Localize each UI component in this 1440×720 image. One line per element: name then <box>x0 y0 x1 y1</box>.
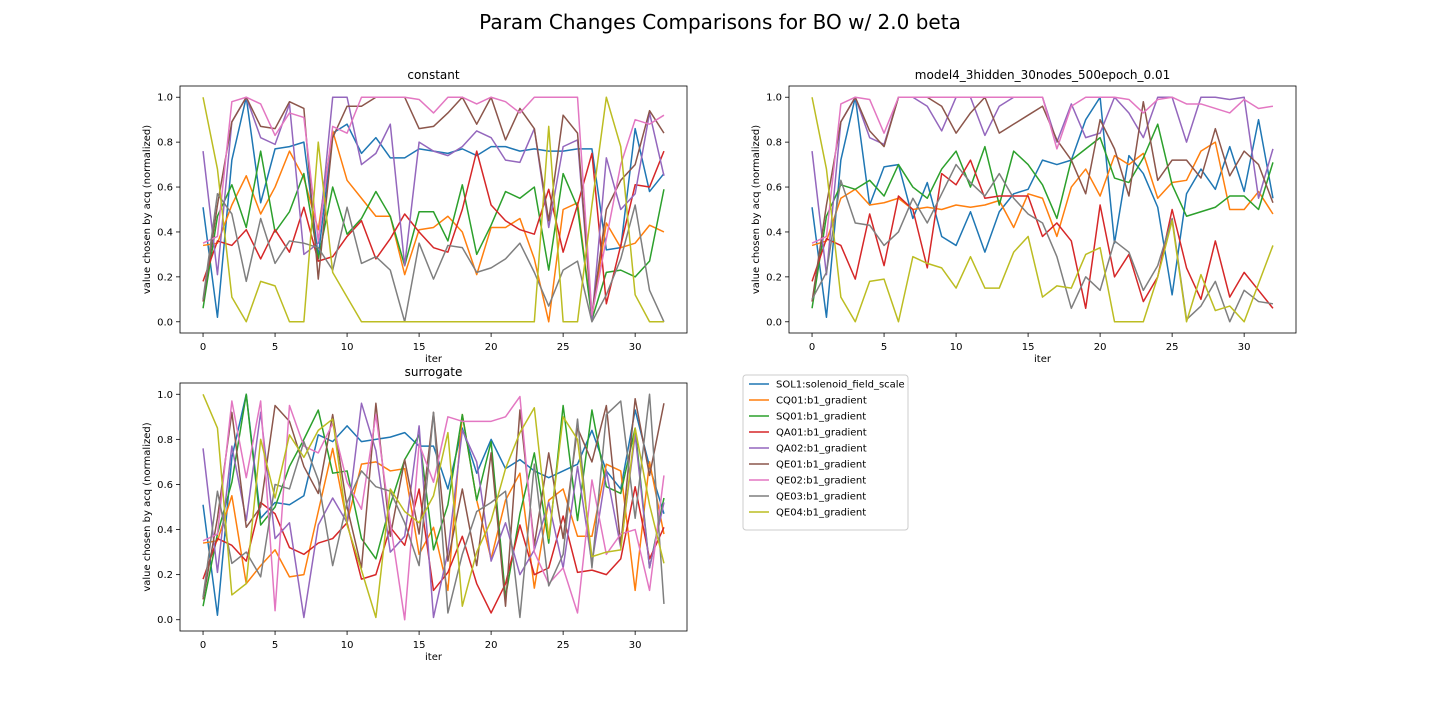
y-tick-label: 0.8 <box>766 138 782 149</box>
subplot-0: constant 0 5 10 15 20 25 30 0.0 0.2 0.4 0.6 0.8 1.0 it… <box>142 68 688 365</box>
y-tick-label: 0.4 <box>157 525 173 536</box>
x-tick-label: 5 <box>272 342 278 353</box>
plot-frame <box>788 85 1297 334</box>
x-tick-label: 15 <box>1022 342 1035 353</box>
legend-item: QE03:b1_gradient <box>749 492 866 503</box>
series-lines <box>202 96 665 323</box>
y-tick-label: 0.4 <box>157 227 173 238</box>
x-tick-label: 10 <box>341 640 354 651</box>
x-axis-label: iter <box>425 652 443 663</box>
legend-item: SOL1:solenoid_field_scale <box>749 380 905 391</box>
legend-label: QE04:b1_gradient <box>776 508 866 519</box>
x-tick-label: 25 <box>1166 342 1179 353</box>
series-line-qe04-b1-gradient <box>811 97 1274 323</box>
legend-item: QA01:b1_gradient <box>749 428 867 439</box>
series-line-qa01-b1-gradient <box>811 159 1274 310</box>
x-tick-label: 20 <box>485 342 498 353</box>
x-tick-label: 0 <box>200 640 206 651</box>
x-tick-label: 15 <box>413 342 426 353</box>
series-lines <box>811 96 1274 323</box>
y-tick-label: 1.0 <box>157 390 173 401</box>
y-axis-label: value chosen by acq (normalized) <box>142 125 153 294</box>
y-tick-label: 0.6 <box>157 480 173 491</box>
y-tick-label: 0.0 <box>766 317 782 328</box>
x-tick-label: 20 <box>485 640 498 651</box>
series-lines <box>202 393 665 621</box>
x-tick-label: 20 <box>1094 342 1107 353</box>
y-tick-label: 0.0 <box>157 317 173 328</box>
plot-frame <box>179 85 688 334</box>
y-tick-label: 1.0 <box>157 93 173 104</box>
series-line-qe01-b1-gradient <box>811 96 1274 302</box>
legend-label: QE01:b1_gradient <box>776 460 866 471</box>
legend-label: SQ01:b1_gradient <box>776 412 866 423</box>
y-tick-label: 1.0 <box>766 93 782 104</box>
y-axis-label: value chosen by acq (normalized) <box>142 422 153 591</box>
series-line-sq01-b1-gradient <box>202 150 665 321</box>
series-line-qe03-b1-gradient <box>811 163 1274 323</box>
legend-label: QA02:b1_gradient <box>776 444 867 455</box>
y-tick-label: 0.6 <box>766 183 782 194</box>
subplot-1: model4_3hidden_30nodes_500epoch_0.01 0 5 10… <box>751 68 1297 365</box>
legend-box <box>742 374 909 531</box>
y-tick-label: 0.0 <box>157 615 173 626</box>
legend: SOL1:solenoid_field_scale CQ01:b1_gradien… <box>742 374 909 531</box>
figure-title: Param Changes Comparisons for BO w/ 2.0 … <box>479 10 961 34</box>
series-line-qe03-b1-gradient <box>202 193 665 323</box>
series-line-qe02-b1-gradient <box>811 96 1274 244</box>
series-line-qe04-b1-gradient <box>202 393 665 619</box>
legend-item: QE01:b1_gradient <box>749 460 866 471</box>
y-axis-label: value chosen by acq (normalized) <box>751 125 762 294</box>
x-tick-label: 0 <box>200 342 206 353</box>
legend-label: QA01:b1_gradient <box>776 428 867 439</box>
x-tick-label: 15 <box>413 640 426 651</box>
y-tick-label: 0.8 <box>157 138 173 149</box>
legend-label: CQ01:b1_gradient <box>776 396 867 407</box>
x-tick-label: 5 <box>272 640 278 651</box>
x-tick-label: 25 <box>557 640 570 651</box>
subplot-title: constant <box>407 68 459 82</box>
x-tick-label: 30 <box>1238 342 1251 353</box>
legend-label: QE02:b1_gradient <box>776 476 866 487</box>
x-axis-label: iter <box>425 354 443 365</box>
legend-item: QA02:b1_gradient <box>749 444 867 455</box>
y-tick-label: 0.2 <box>157 272 173 283</box>
y-tick-label: 0.4 <box>766 227 782 238</box>
series-line-qe01-b1-gradient <box>202 96 665 316</box>
series-line-qe04-b1-gradient <box>202 96 664 323</box>
x-tick-label: 30 <box>629 640 642 651</box>
x-axis-label: iter <box>1034 354 1052 365</box>
y-tick-label: 0.2 <box>766 272 782 283</box>
x-tick-label: 10 <box>950 342 963 353</box>
series-line-qa01-b1-gradient <box>202 485 665 614</box>
series-line-cq01-b1-gradient <box>202 413 665 592</box>
legend-label: SOL1:solenoid_field_scale <box>776 380 905 391</box>
series-line-cq01-b1-gradient <box>811 141 1274 247</box>
plot-frame <box>179 382 688 632</box>
x-tick-label: 5 <box>881 342 887 353</box>
charts: constant 0 5 10 15 20 25 30 0.0 0.2 0.4 0.6 0.8 1.0 it… <box>142 68 1297 663</box>
subplot-title: model4_3hidden_30nodes_500epoch_0.01 <box>915 68 1170 82</box>
x-tick-label: 30 <box>629 342 642 353</box>
y-tick-label: 0.6 <box>157 183 173 194</box>
series-line-qa01-b1-gradient <box>202 150 665 305</box>
series-line-sol1-solenoid-field-scale <box>811 96 1274 319</box>
subplot-title: surrogate <box>405 365 463 379</box>
x-tick-label: 0 <box>809 342 815 353</box>
legend-item: SQ01:b1_gradient <box>749 412 866 423</box>
series-line-sq01-b1-gradient <box>202 393 665 607</box>
y-tick-label: 0.8 <box>157 435 173 446</box>
legend-label: QE03:b1_gradient <box>776 492 866 503</box>
legend-item: QE02:b1_gradient <box>749 476 866 487</box>
x-tick-label: 25 <box>557 342 570 353</box>
y-tick-label: 0.2 <box>157 570 173 581</box>
series-line-sq01-b1-gradient <box>811 123 1274 309</box>
x-tick-label: 10 <box>341 342 354 353</box>
legend-item: CQ01:b1_gradient <box>749 396 867 407</box>
legend-item: QE04:b1_gradient <box>749 508 866 519</box>
subplot-2: surrogate 0 5 10 15 20 25 30 0.0 0.2 0.4 0.6 0.8 1.0 i… <box>142 365 688 663</box>
